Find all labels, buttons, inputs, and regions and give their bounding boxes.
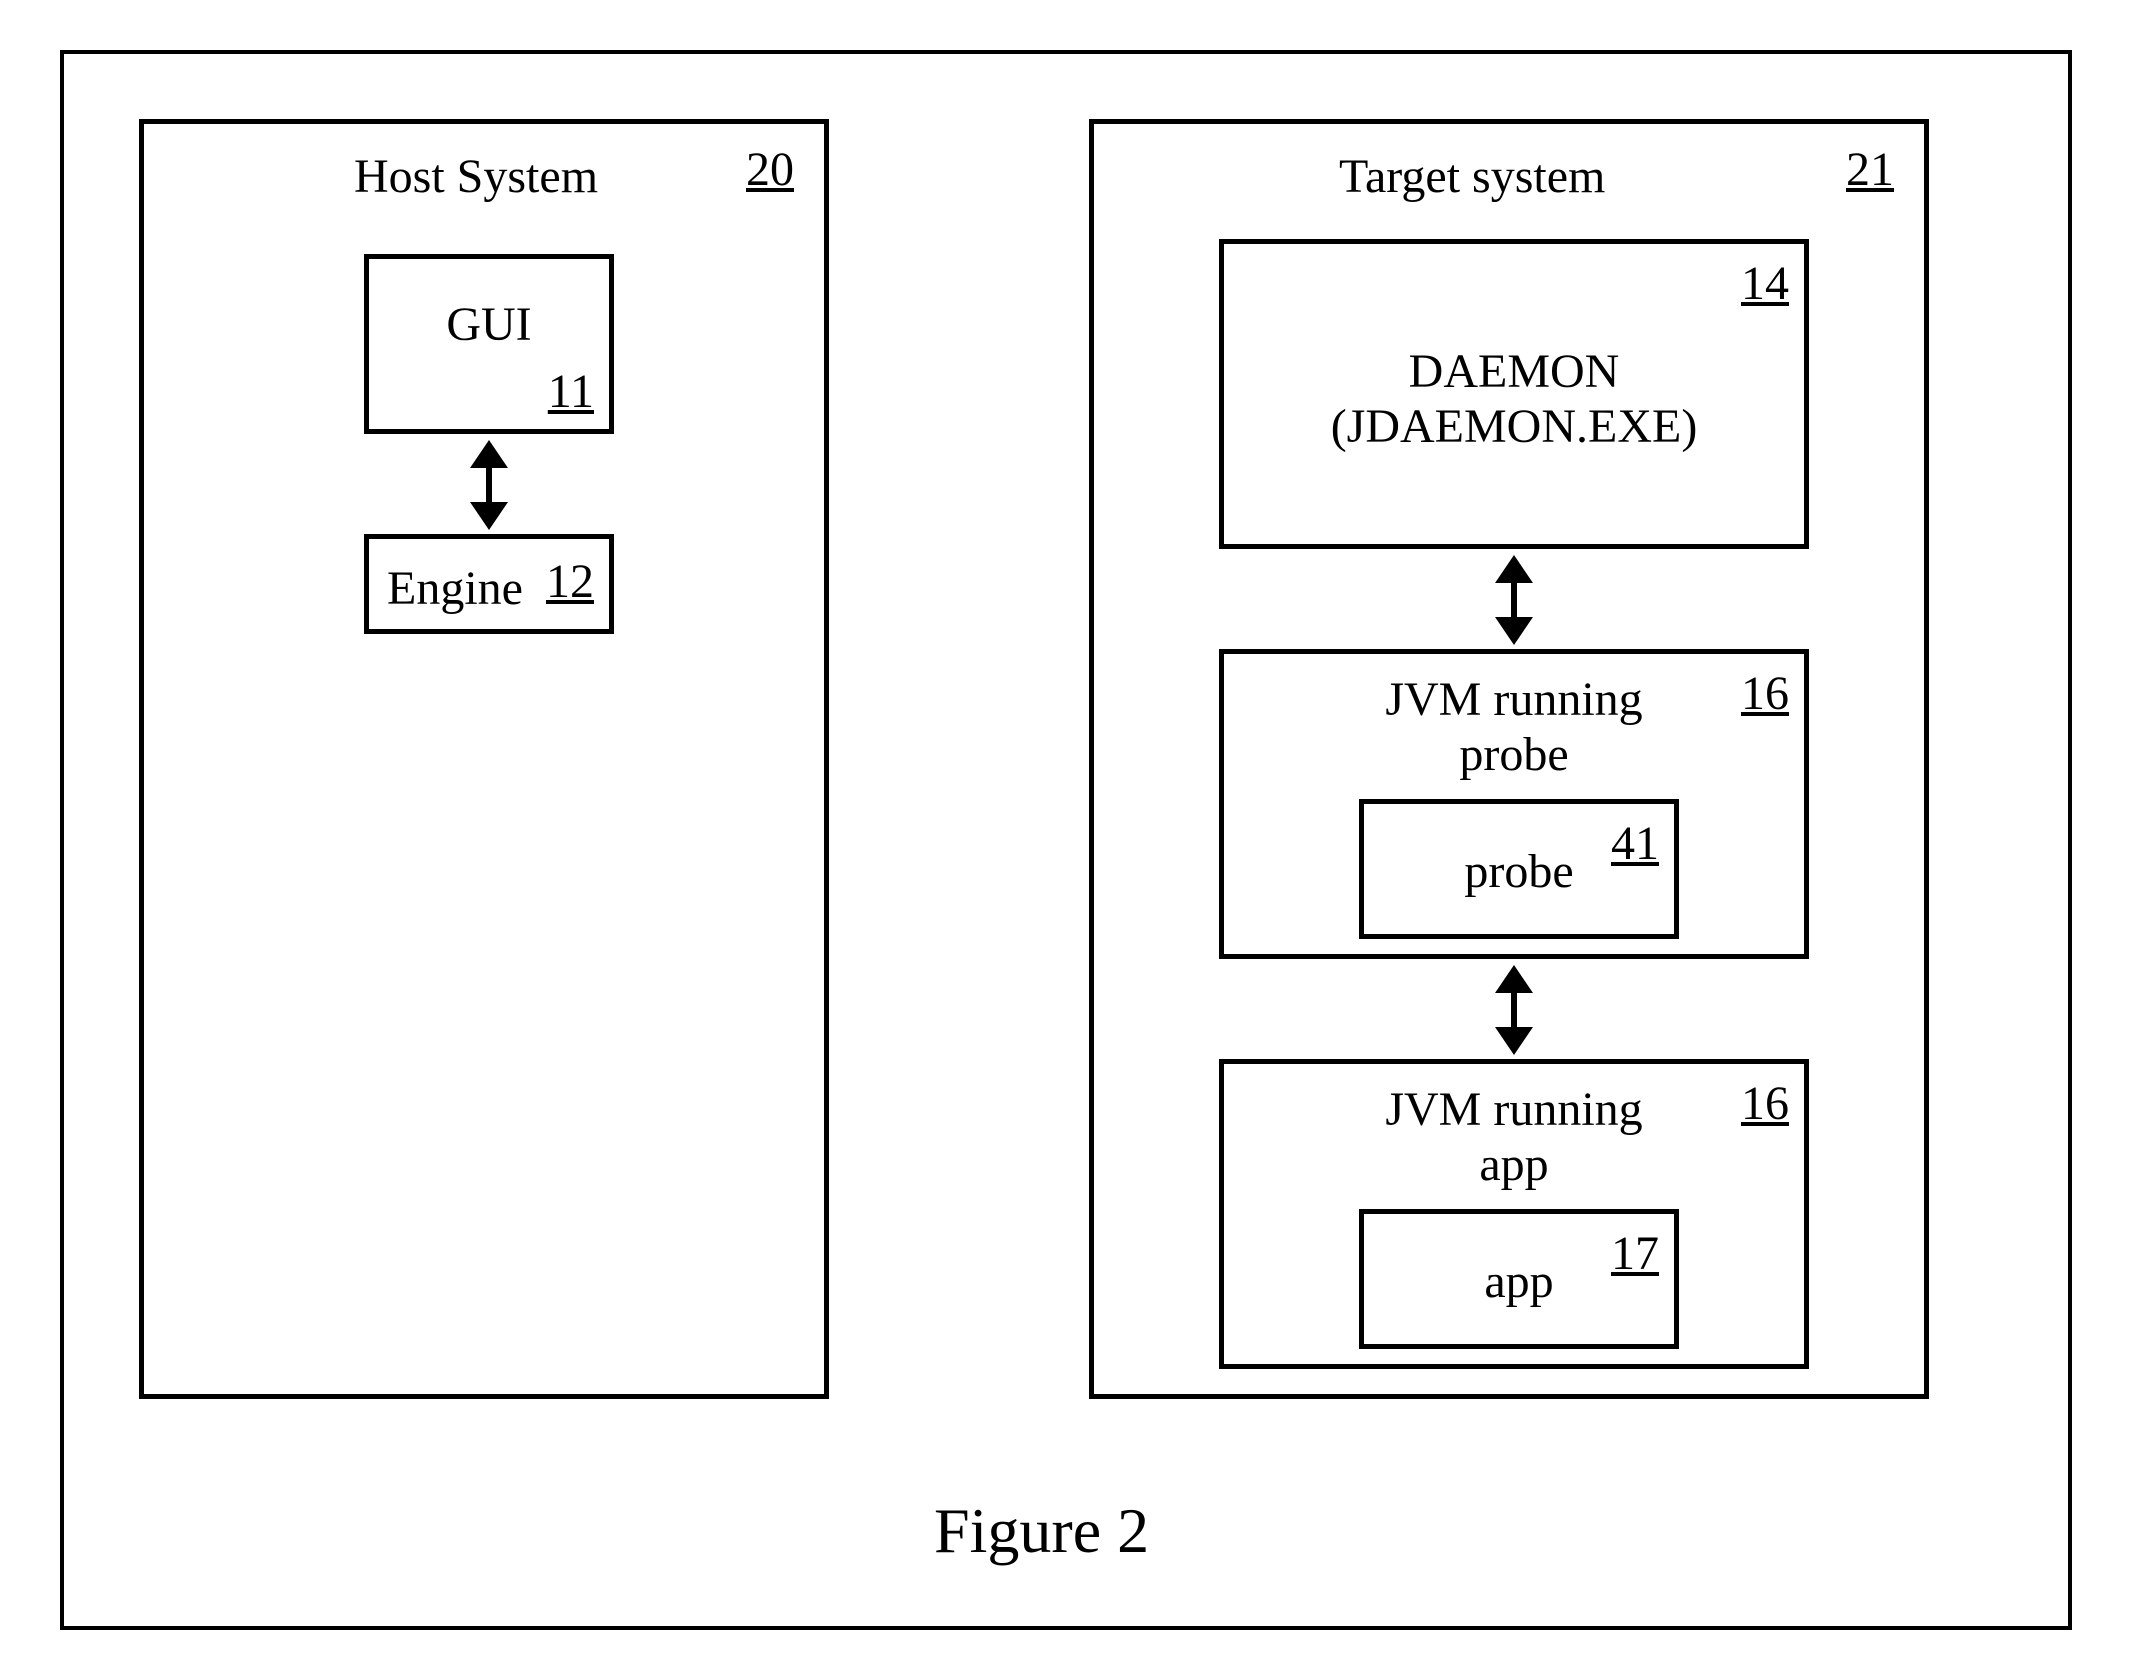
figure-caption: Figure 2 [934, 1494, 1149, 1568]
target-title: Target system [1339, 149, 1605, 204]
host-system-box: Host System 20 GUI 11 Engine 12 [139, 119, 829, 1399]
daemon-label1: DAEMON [1224, 344, 1804, 399]
arrow-daemon-jvmprobe [1511, 579, 1517, 621]
outer-frame: Host System 20 GUI 11 Engine 12 Target s… [60, 50, 2072, 1630]
jvm-app-ref: 16 [1741, 1076, 1789, 1131]
daemon-label2: (JDAEMON.EXE) [1224, 399, 1804, 454]
arrow-gui-engine [486, 464, 492, 506]
daemon-box: 14 DAEMON (JDAEMON.EXE) [1219, 239, 1809, 549]
jvm-app-label1: JVM running [1224, 1082, 1804, 1137]
probe-box: probe 41 [1359, 799, 1679, 939]
jvm-probe-label1: JVM running [1224, 672, 1804, 727]
jvm-app-box: 16 JVM running app app 17 [1219, 1059, 1809, 1369]
engine-ref: 12 [546, 554, 594, 609]
target-ref: 21 [1846, 142, 1894, 197]
gui-ref: 11 [548, 364, 594, 419]
app-ref: 17 [1611, 1226, 1659, 1281]
gui-label: GUI [369, 259, 609, 352]
host-title: Host System [354, 149, 598, 204]
jvm-probe-label2: probe [1224, 727, 1804, 782]
gui-box: GUI 11 [364, 254, 614, 434]
probe-ref: 41 [1611, 816, 1659, 871]
host-ref: 20 [746, 142, 794, 197]
app-box: app 17 [1359, 1209, 1679, 1349]
jvm-probe-ref: 16 [1741, 666, 1789, 721]
jvm-app-label2: app [1224, 1137, 1804, 1192]
daemon-ref: 14 [1741, 256, 1789, 311]
engine-box: Engine 12 [364, 534, 614, 634]
target-system-box: Target system 21 14 DAEMON (JDAEMON.EXE)… [1089, 119, 1929, 1399]
arrow-jvmprobe-jvmapp [1511, 989, 1517, 1031]
jvm-probe-box: 16 JVM running probe probe 41 [1219, 649, 1809, 959]
